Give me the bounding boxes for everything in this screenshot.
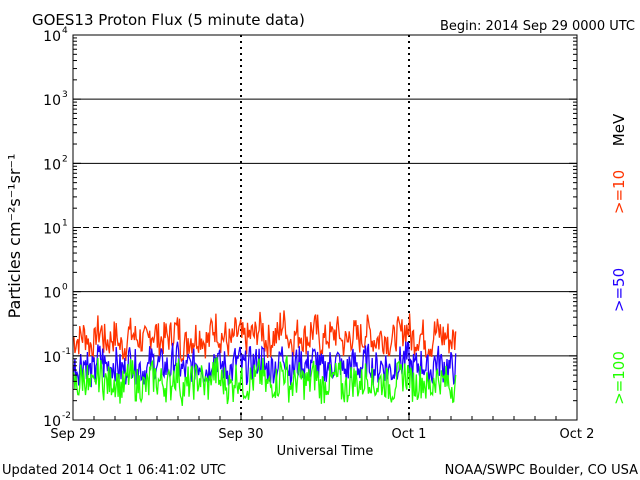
series-group bbox=[72, 310, 457, 406]
y-tick-label: 10 bbox=[43, 157, 61, 173]
y-tick-exponent: -1 bbox=[62, 347, 71, 357]
legend-ge100: >=100 bbox=[610, 351, 628, 405]
x-axis-label: Universal Time bbox=[277, 444, 374, 459]
y-tick-label: 10 bbox=[43, 222, 61, 238]
legend-unit: MeV bbox=[610, 113, 628, 146]
y-tick-exponent: 2 bbox=[62, 154, 68, 164]
begin-label: Begin: 2014 Sep 29 0000 UTC bbox=[440, 19, 635, 34]
threshold-lines bbox=[73, 35, 577, 420]
legend-ge10: >=10 bbox=[610, 170, 628, 214]
y-tick-exponent: 4 bbox=[62, 26, 68, 36]
series-line bbox=[72, 355, 457, 406]
y-tick-label: 10 bbox=[43, 29, 61, 45]
x-axis: Sep 29 Sep 30 Oct 1 Oct 2 bbox=[50, 412, 594, 442]
y-tick-label: 10 bbox=[43, 93, 61, 109]
x-tick-label: Sep 30 bbox=[218, 427, 263, 442]
y-tick-exponent: 1 bbox=[62, 219, 68, 229]
chart-title: GOES13 Proton Flux (5 minute data) bbox=[32, 11, 305, 29]
y-tick-exponent: -2 bbox=[62, 411, 71, 421]
y-tick-exponent: 3 bbox=[62, 90, 68, 100]
series-line bbox=[72, 310, 457, 363]
credit-label: NOAA/SWPC Boulder, CO USA bbox=[445, 463, 638, 478]
y-tick-label: 10 bbox=[43, 350, 61, 366]
y-axis-label: Particles cm⁻²s⁻¹sr⁻¹ bbox=[5, 154, 24, 319]
y-tick-label: 10 bbox=[43, 286, 61, 302]
updated-label: Updated 2014 Oct 1 06:41:02 UTC bbox=[2, 463, 226, 478]
legend-ge50: >=50 bbox=[610, 268, 628, 312]
y-tick-exponent: 0 bbox=[62, 283, 68, 293]
legend: MeV >=10 >=50 >=100 bbox=[610, 113, 628, 405]
x-tick-label: Oct 2 bbox=[560, 427, 595, 442]
x-tick-label: Sep 29 bbox=[50, 427, 95, 442]
x-tick-label: Oct 1 bbox=[392, 427, 427, 442]
y-tick-label: 10 bbox=[43, 414, 61, 430]
